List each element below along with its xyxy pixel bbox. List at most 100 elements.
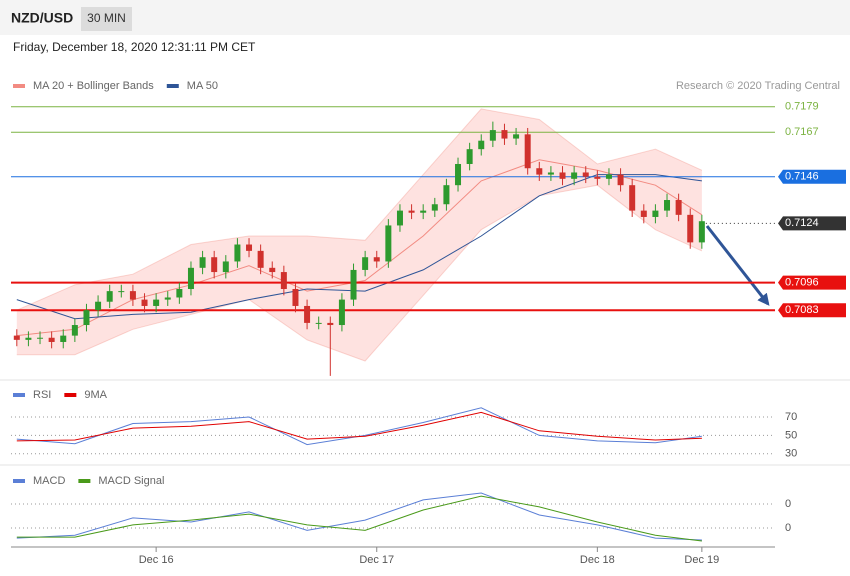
candle-body — [420, 210, 427, 213]
price-level-label: 0.7167 — [785, 126, 819, 138]
candle-body — [640, 210, 647, 217]
bollinger-band-line — [16, 108, 703, 311]
legend-swatch — [166, 84, 179, 88]
candle-body — [95, 301, 102, 311]
candle-body — [106, 291, 113, 302]
candle-body — [338, 299, 345, 326]
candle-body — [176, 289, 183, 298]
candle-body — [292, 289, 299, 306]
price-level-tag — [778, 169, 846, 184]
legend-label: RSI — [33, 389, 51, 401]
legend-swatch — [13, 84, 25, 88]
legend-swatch — [64, 393, 77, 397]
candle-body — [187, 267, 194, 290]
candle-body — [559, 172, 566, 179]
candle-body — [443, 185, 450, 205]
bollinger-band-line — [16, 184, 703, 362]
candle-body — [71, 325, 78, 336]
candle-body — [582, 172, 589, 177]
legend-label: MACD Signal — [98, 475, 164, 487]
candle-body — [199, 257, 206, 268]
candle-body — [246, 244, 253, 251]
y-tick-label: 30 — [785, 448, 797, 460]
candle-body — [466, 149, 473, 164]
candle-body — [373, 257, 380, 262]
candle-body — [536, 168, 543, 175]
timeframe-box[interactable] — [81, 7, 132, 31]
candle-body — [605, 174, 612, 179]
candle-body — [478, 140, 485, 150]
price-level-tag — [778, 216, 846, 231]
candle-body — [153, 299, 160, 306]
indicator-line — [16, 495, 702, 542]
candle-body — [129, 291, 136, 300]
candle-body — [629, 185, 636, 211]
timestamp: Friday, December 18, 2020 12:31:11 PM CE… — [13, 40, 256, 54]
candle-body — [396, 210, 403, 226]
legend-label: MA 20 + Bollinger Bands — [33, 80, 154, 92]
candle-body — [211, 257, 218, 273]
indicator-line — [16, 407, 702, 446]
candle-body — [13, 335, 20, 340]
legend-swatch — [13, 479, 25, 483]
price-level-label: 0.7083 — [785, 304, 819, 316]
candle-body — [234, 244, 241, 262]
x-tick-label: Dec 19 — [684, 554, 719, 566]
header-bar — [0, 0, 850, 35]
y-tick-label: 0 — [785, 498, 791, 510]
candle-body — [48, 337, 55, 342]
candle-body — [118, 291, 125, 293]
candle-body — [524, 134, 531, 169]
candle-body — [222, 261, 229, 273]
candle-body — [385, 225, 392, 262]
legend-swatch — [13, 393, 25, 397]
indicator-line — [16, 411, 702, 442]
credit: Research © 2020 Trading Central — [676, 80, 840, 92]
candle-body — [25, 337, 32, 340]
candle-body — [315, 322, 322, 324]
price-level-tag — [778, 303, 846, 318]
legend-label: MACD — [33, 475, 65, 487]
legend-label: 9MA — [84, 389, 107, 401]
legend-swatch — [78, 479, 91, 483]
candle-body — [547, 172, 554, 175]
candle-body — [455, 163, 462, 186]
timeframe[interactable]: 30 MIN — [87, 11, 126, 25]
y-tick-label: 70 — [785, 411, 797, 423]
candle-body — [327, 322, 334, 326]
y-tick-label: 50 — [785, 429, 797, 441]
x-tick-label: Dec 16 — [139, 554, 174, 566]
candle-body — [675, 200, 682, 215]
x-tick-label: Dec 17 — [359, 554, 394, 566]
price-level-tag — [778, 275, 846, 290]
candle-body — [664, 200, 671, 211]
price-level-label: 0.7096 — [785, 277, 819, 289]
bollinger-band-area — [16, 108, 702, 362]
x-tick-label: Dec 18 — [580, 554, 615, 566]
candle-body — [141, 299, 148, 306]
candle-body — [362, 257, 369, 270]
price-level-label: 0.7124 — [785, 217, 819, 229]
candle-body — [257, 250, 264, 268]
candle-body — [280, 272, 287, 290]
candle-body — [164, 297, 171, 300]
candle-body — [513, 134, 520, 139]
indicator-line — [16, 492, 702, 541]
price-level-label: 0.7179 — [785, 101, 819, 113]
candle-body — [60, 335, 67, 342]
forecast-arrow — [705, 225, 770, 306]
candle-body — [501, 130, 508, 139]
price-level-label: 0.7146 — [785, 171, 819, 183]
candle-body — [617, 174, 624, 186]
symbol: NZD/USD — [11, 10, 73, 26]
candle-body — [571, 172, 578, 179]
candle-body — [594, 176, 601, 179]
candle-body — [37, 337, 44, 339]
candle-body — [431, 204, 438, 211]
candle-body — [687, 214, 694, 243]
legend-label: MA 50 — [187, 80, 218, 92]
candle-body — [652, 210, 659, 217]
y-tick-label: 0 — [785, 522, 791, 534]
candle-body — [698, 221, 705, 243]
